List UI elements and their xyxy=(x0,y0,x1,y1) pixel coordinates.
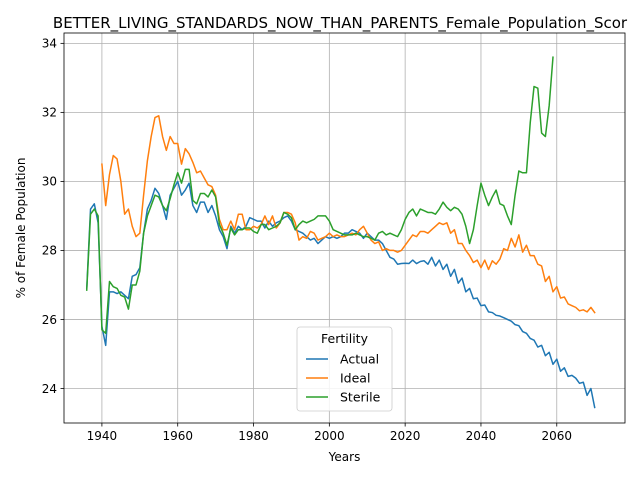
legend-label-ideal: Ideal xyxy=(340,371,370,386)
series-line-sterile xyxy=(85,56,554,335)
legend-label-actual: Actual xyxy=(340,352,379,367)
chart-title: BETTER_LIVING_STANDARDS_NOW_THAN_PARENTS… xyxy=(53,14,628,33)
y-tick-label: 30 xyxy=(42,175,57,189)
legend-title: Fertility xyxy=(321,331,369,346)
y-tick-label: 26 xyxy=(42,313,57,327)
x-tick-label: 1980 xyxy=(238,429,269,443)
series-lines xyxy=(85,56,596,409)
grid xyxy=(64,33,625,423)
legend-label-sterile: Sterile xyxy=(340,390,381,405)
y-tick-label: 34 xyxy=(42,37,57,51)
x-tick-label: 2020 xyxy=(390,429,421,443)
y-tick-label: 24 xyxy=(42,382,57,396)
legend-box xyxy=(296,326,393,412)
plot-frame xyxy=(63,32,626,424)
y-axis-label: % of Female Population xyxy=(14,158,28,299)
y-tick-label: 28 xyxy=(42,244,57,258)
axis-ticks: 1940 1960 1980 2000 2020 2040 2060 24 26 28 30 32 34 xyxy=(42,37,572,443)
x-tick-label: 2060 xyxy=(541,429,572,443)
x-tick-label: 2040 xyxy=(466,429,497,443)
x-axis-label: Years xyxy=(328,450,361,464)
x-tick-label: 1960 xyxy=(162,429,193,443)
x-tick-label: 1940 xyxy=(87,429,118,443)
x-tick-label: 2000 xyxy=(314,429,345,443)
y-tick-label: 32 xyxy=(42,106,57,120)
legend: Fertility Actual Ideal Sterile xyxy=(296,326,393,412)
